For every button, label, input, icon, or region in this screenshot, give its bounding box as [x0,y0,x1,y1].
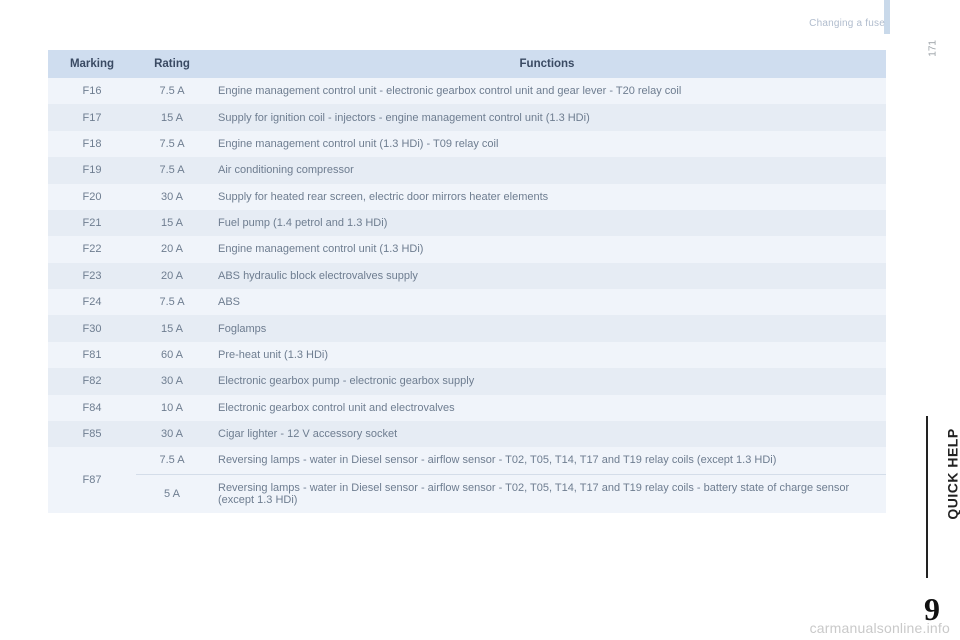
side-tab-line [926,416,928,578]
cell-functions: Air conditioning compressor [208,157,886,183]
cell-rating: 30 A [136,421,208,447]
table-row: F187.5 AEngine management control unit (… [48,131,886,157]
cell-rating: 20 A [136,236,208,262]
watermark: carmanualsonline.info [810,620,950,636]
side-tab-label: QUICK HELP [944,428,960,519]
table-row: F8230 AElectronic gearbox pump - electro… [48,368,886,394]
cell-marking: F30 [48,315,136,341]
cell-marking: F20 [48,184,136,210]
cell-marking: F87 [48,447,136,513]
cell-rating: 15 A [136,210,208,236]
cell-functions: Supply for ignition coil - injectors - e… [208,104,886,130]
cell-marking: F23 [48,263,136,289]
table-row: F8410 AElectronic gearbox control unit a… [48,395,886,421]
table-row: F2030 ASupply for heated rear screen, el… [48,184,886,210]
side-tab: QUICK HELP [910,388,940,578]
cell-functions: Foglamps [208,315,886,341]
cell-marking: F24 [48,289,136,315]
table-header-row: Marking Rating Functions [48,50,886,78]
cell-functions: Pre-heat unit (1.3 HDi) [208,342,886,368]
cell-marking: F21 [48,210,136,236]
cell-marking: F16 [48,78,136,104]
cell-rating: 15 A [136,104,208,130]
cell-marking: F22 [48,236,136,262]
cell-rating: 10 A [136,395,208,421]
cell-functions: Electronic gearbox pump - electronic gea… [208,368,886,394]
cell-rating: 20 A [136,263,208,289]
table-row: F1715 ASupply for ignition coil - inject… [48,104,886,130]
cell-marking: F81 [48,342,136,368]
cell-functions: Supply for heated rear screen, electric … [208,184,886,210]
cell-rating: 7.5 A [136,289,208,315]
cell-functions: ABS [208,289,886,315]
cell-functions: Fuel pump (1.4 petrol and 1.3 HDi) [208,210,886,236]
cell-rating: 30 A [136,184,208,210]
cell-rating: 7.5 A [136,447,208,474]
table-row: F2320 AABS hydraulic block electrovalves… [48,263,886,289]
cell-functions: Cigar lighter - 12 V accessory socket [208,421,886,447]
table-row: F167.5 AEngine management control unit -… [48,78,886,104]
table-row: F197.5 AAir conditioning compressor [48,157,886,183]
cell-functions: Electronic gearbox control unit and elec… [208,395,886,421]
page-number: 171 [928,40,939,57]
cell-rating: 7.5 A [136,78,208,104]
col-header-marking: Marking [48,50,136,78]
cell-functions: Engine management control unit (1.3 HDi) [208,236,886,262]
cell-rating: 15 A [136,315,208,341]
cell-rating: 7.5 A [136,157,208,183]
manual-page: Changing a fuse 171 Marking Rating Funct… [0,0,960,640]
cell-functions: Reversing lamps - water in Diesel sensor… [208,447,886,474]
table-row: F2220 AEngine management control unit (1… [48,236,886,262]
table-row: 5 A Reversing lamps - water in Diesel se… [48,474,886,513]
cell-functions: Reversing lamps - water in Diesel sensor… [208,474,886,513]
cell-functions: Engine management control unit (1.3 HDi)… [208,131,886,157]
col-header-functions: Functions [208,50,886,78]
table-row: F8160 APre-heat unit (1.3 HDi) [48,342,886,368]
cell-marking: F17 [48,104,136,130]
table-row: F3015 AFoglamps [48,315,886,341]
cell-rating: 5 A [136,474,208,513]
table-row: F247.5 AABS [48,289,886,315]
cell-marking: F19 [48,157,136,183]
cell-rating: 30 A [136,368,208,394]
cell-rating: 60 A [136,342,208,368]
table-row: F87 7.5 A Reversing lamps - water in Die… [48,447,886,474]
cell-functions: ABS hydraulic block electrovalves supply [208,263,886,289]
cell-rating: 7.5 A [136,131,208,157]
cell-functions: Engine management control unit - electro… [208,78,886,104]
cell-marking: F85 [48,421,136,447]
cell-marking: F82 [48,368,136,394]
col-header-rating: Rating [136,50,208,78]
fuse-table: Marking Rating Functions F167.5 AEngine … [48,50,886,513]
cell-marking: F84 [48,395,136,421]
table-row: F8530 ACigar lighter - 12 V accessory so… [48,421,886,447]
section-title: Changing a fuse [809,18,885,29]
table-row: F2115 AFuel pump (1.4 petrol and 1.3 HDi… [48,210,886,236]
cell-marking: F18 [48,131,136,157]
